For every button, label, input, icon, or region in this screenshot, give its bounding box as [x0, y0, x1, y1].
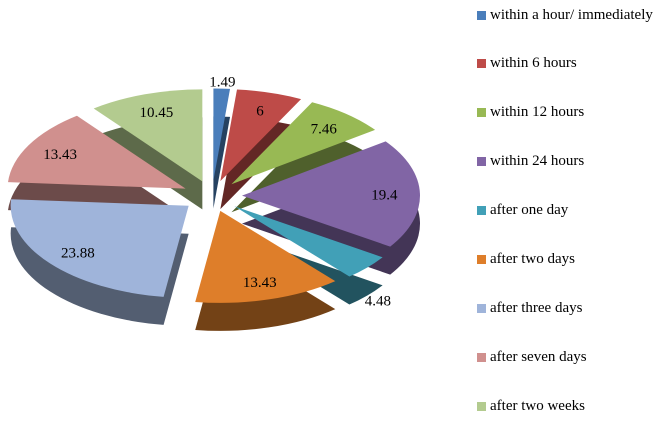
legend-item: within 6 hours	[477, 52, 653, 76]
pie-slice	[220, 89, 302, 182]
data-label: 10.45	[140, 105, 174, 121]
legend-swatch	[477, 10, 486, 20]
legend-label: after seven days	[490, 348, 587, 365]
pie-slice	[10, 199, 189, 297]
legend-label: after two days	[490, 250, 575, 267]
legend-label: within a hour/ immediately	[490, 6, 653, 23]
legend-item: within 12 hours	[477, 101, 653, 125]
legend: within a hour/ immediately within 6 hours…	[477, 3, 653, 418]
legend-swatch	[477, 108, 486, 118]
legend-swatch	[477, 59, 486, 69]
legend-item: after one day	[477, 199, 653, 223]
legend-swatch	[477, 254, 486, 264]
legend-swatch	[477, 206, 486, 216]
pie-slice	[93, 89, 203, 182]
legend-label: after two weeks	[490, 397, 585, 414]
legend-label: after three days	[490, 299, 583, 316]
pie-slice	[231, 102, 376, 185]
legend-label: within 6 hours	[490, 55, 577, 72]
legend-item: after seven days	[477, 345, 653, 369]
pie-chart: 1.49 6 7.46 19.4 4.48 13.43 23.88 13.43 10.45	[8, 75, 420, 331]
pie-slice	[213, 88, 231, 181]
data-label: 4.48	[365, 294, 391, 310]
legend-swatch	[477, 401, 486, 411]
legend-swatch	[477, 303, 486, 313]
legend-label: within 24 hours	[490, 153, 585, 170]
legend-item: within 24 hours	[477, 150, 653, 174]
legend-swatch	[477, 157, 486, 167]
data-label: 13.43	[243, 275, 277, 291]
legend-swatch	[477, 352, 486, 362]
legend-item: after two days	[477, 247, 653, 271]
pie-slice	[234, 206, 383, 277]
data-label: 13.43	[43, 147, 77, 163]
legend-item: after three days	[477, 296, 653, 320]
data-label: 19.4	[371, 187, 398, 203]
data-label: 7.46	[311, 121, 338, 137]
data-label: 1.49	[209, 75, 235, 91]
pie-slice	[195, 210, 336, 303]
legend-label: within 12 hours	[490, 104, 585, 121]
legend-item: after two weeks	[477, 394, 653, 418]
data-label: 23.88	[61, 245, 95, 261]
pie-slice	[8, 115, 186, 189]
pie-slice	[241, 141, 420, 247]
data-label: 6	[256, 104, 264, 120]
legend-item: within a hour/ immediately	[477, 3, 653, 27]
legend-label: after one day	[490, 202, 569, 219]
